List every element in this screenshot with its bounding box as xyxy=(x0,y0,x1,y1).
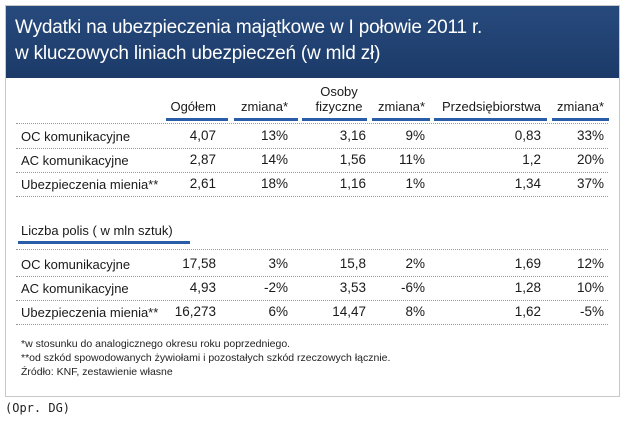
row-label: AC komunikacyjne xyxy=(21,153,129,168)
column-underline xyxy=(166,118,228,121)
table-cell: 1,34 xyxy=(514,176,541,191)
row-label: Ubezpieczenia mienia** xyxy=(21,177,159,192)
column-underline xyxy=(552,118,609,121)
table-cell: 15,8 xyxy=(339,256,366,271)
row-label: OC komunikacyjne xyxy=(21,129,131,144)
table-cell: 2% xyxy=(405,256,425,271)
table-cell: 14,47 xyxy=(332,304,366,319)
column-header: Ogółem xyxy=(170,99,216,114)
table-cell: 1,28 xyxy=(514,280,541,295)
table-card: Wydatki na ubezpieczenia majątkowe w I p… xyxy=(5,5,620,397)
table-cell: 4,93 xyxy=(189,280,216,295)
column-header: zmiana* xyxy=(378,99,425,114)
row-label: AC komunikacyjne xyxy=(21,281,129,296)
table-title: Wydatki na ubezpieczenia majątkowe w I p… xyxy=(15,15,482,67)
table-cell: 2,61 xyxy=(189,176,216,191)
column-header: zmiana* xyxy=(557,99,604,114)
row-separator xyxy=(16,324,608,325)
title-line: w kluczowych liniach ubezpieczeń (w mld … xyxy=(15,43,381,64)
column-underline xyxy=(302,118,367,121)
row-separator xyxy=(16,300,608,301)
row-separator xyxy=(16,123,608,124)
table-cell: 14% xyxy=(260,152,288,167)
table-cell: 13% xyxy=(260,128,288,143)
row-label: OC komunikacyjne xyxy=(21,257,131,272)
column-underline xyxy=(434,118,547,121)
column-header: Przedsiębiorstwa xyxy=(442,99,541,114)
footnote-line: **od szkód spowodowanych żywiołami i poz… xyxy=(21,352,391,364)
table-cell: 3% xyxy=(268,256,288,271)
column-header: Osoby fizyczne xyxy=(315,84,363,114)
table-cell: 1,16 xyxy=(339,176,366,191)
table-cell: 10% xyxy=(576,280,604,295)
table-cell: 20% xyxy=(576,152,604,167)
column-underline xyxy=(372,118,430,121)
footnotes: *w stosunku do analogicznego okresu roku… xyxy=(21,337,390,379)
column-underline xyxy=(234,118,298,121)
table-cell: 18% xyxy=(260,176,288,191)
section-title: Liczba polis ( w mln sztuk) xyxy=(21,223,173,238)
section-underline xyxy=(18,241,190,244)
table-cell: -6% xyxy=(400,280,425,295)
table-cell: 0,83 xyxy=(514,128,541,143)
table-cell: 6% xyxy=(268,304,288,319)
table-cell: 1,56 xyxy=(339,152,366,167)
credit-text: (Opr. DG) xyxy=(5,401,71,415)
table-cell: 1,62 xyxy=(514,304,541,319)
table-cell: -2% xyxy=(263,280,288,295)
table-cell: 4,07 xyxy=(189,128,216,143)
title-banner: Wydatki na ubezpieczenia majątkowe w I p… xyxy=(6,6,619,78)
row-separator xyxy=(16,172,608,173)
footnote-line: Źródło: KNF, zestawienie własne xyxy=(21,366,173,378)
table-cell: 9% xyxy=(405,128,425,143)
table-cell: 11% xyxy=(398,152,425,167)
row-label: Ubezpieczenia mienia** xyxy=(21,305,159,320)
column-header: zmiana* xyxy=(241,99,288,114)
table-cell: 3,53 xyxy=(339,280,366,295)
row-separator xyxy=(16,196,608,197)
row-separator xyxy=(16,276,608,277)
table-cell: 8% xyxy=(405,304,425,319)
row-separator xyxy=(16,148,608,149)
table-cell: 16,273 xyxy=(174,304,216,319)
table-cell: 1,2 xyxy=(522,152,541,167)
table-cell: 37% xyxy=(576,176,604,191)
table-cell: 12% xyxy=(576,256,604,271)
table-cell: 3,16 xyxy=(339,128,366,143)
table-cell: -5% xyxy=(579,304,604,319)
title-line: Wydatki na ubezpieczenia majątkowe w I p… xyxy=(15,17,483,38)
table-cell: 33% xyxy=(576,128,604,143)
table-cell: 1% xyxy=(405,176,425,191)
table-cell: 1,69 xyxy=(514,256,541,271)
footnote-line: *w stosunku do analogicznego okresu roku… xyxy=(21,338,291,350)
row-separator xyxy=(16,249,608,250)
table-cell: 17,58 xyxy=(182,256,216,271)
table-cell: 2,87 xyxy=(189,152,216,167)
